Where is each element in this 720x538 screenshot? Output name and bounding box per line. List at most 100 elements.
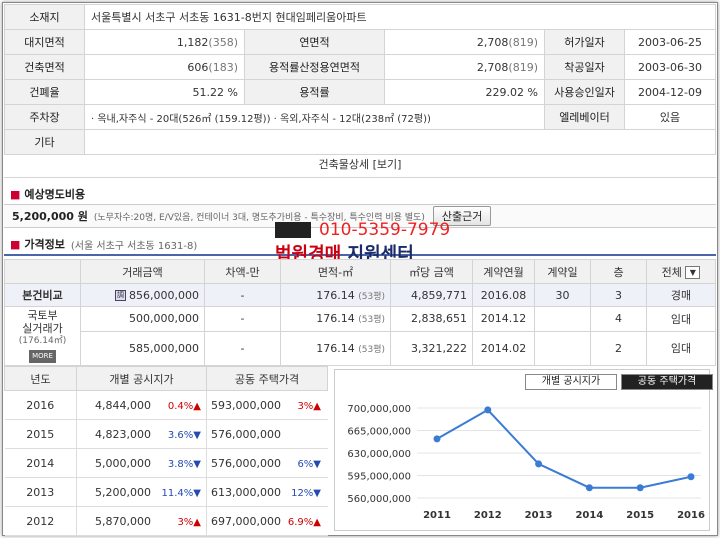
coverage-value: 51.22 % <box>84 79 245 105</box>
price-info-title: 가격정보 <box>24 238 65 251</box>
house-price-cell: 613,000,000 <box>211 485 281 499</box>
header-house-price: 공동 주택가격 <box>206 366 328 391</box>
data-point <box>433 435 441 443</box>
row-day <box>534 306 591 332</box>
row-diff: - <box>204 306 281 332</box>
row-per-m2: 2,838,651 <box>390 306 473 332</box>
calc-basis-button[interactable]: 산출근거 <box>432 206 492 226</box>
land-price-cell: 5,200,000 <box>95 485 151 499</box>
far-value: 229.02 % <box>384 79 545 105</box>
info-row-2: 건축면적 606(183) 용적률산정용연면적 2,708(819) 착공일자 … <box>4 54 716 80</box>
row-ym: 2014.12 <box>472 306 535 332</box>
table-row: 2012 5,870,000 3%▲ 697,000,000 6.9%▲ <box>4 506 328 536</box>
header-area: 면적-㎡ <box>280 259 391 284</box>
etc-value <box>84 129 716 155</box>
y-tick-label: 700,000,000 <box>347 404 411 415</box>
bullet-icon: ■ <box>10 188 21 201</box>
land-price-cell: 5,870,000 <box>95 514 151 528</box>
tab-house-price[interactable]: 공동 주택가격 <box>621 374 713 390</box>
table-row: 본건비교 調 856,000,000 - 176.14 (53평) 4,859,7… <box>4 283 716 307</box>
parking-row: 주차장 · 옥내,자주식 - 20대(526㎡ (159.12평)) · 옥외,… <box>4 104 716 130</box>
house-change: 6%▼ <box>297 458 321 470</box>
row-ym: 2014.02 <box>472 330 535 367</box>
start-date-value: 2003-06-30 <box>624 54 716 80</box>
row-diff: - <box>204 283 281 307</box>
header-diff: 차액-만 <box>204 259 281 284</box>
price-info-address: (서울 서초구 서초동 1631-8) <box>70 240 198 252</box>
row-day <box>534 330 591 367</box>
year-cell: 2012 <box>4 506 77 536</box>
info-row-3: 건폐율 51.22 % 용적률 229.02 % 사용승인일자 2004-12-… <box>4 79 716 105</box>
public-price-header: 년도 개별 공시지가 공동 주택가격 <box>4 366 328 391</box>
row-type: 경매 <box>646 283 716 307</box>
data-point <box>535 460 543 468</box>
parking-value: · 옥내,자주식 - 20대(526㎡ (159.12평)) · 옥외,자주식 … <box>84 104 545 130</box>
x-tick-label: 2011 <box>423 510 451 521</box>
public-price-table: 년도 개별 공시지가 공동 주택가격 2016 4,844,000 0.4%▲ 593… <box>4 366 328 536</box>
data-point <box>636 484 644 492</box>
nearby-label-1: 국토부 <box>27 309 58 322</box>
start-date-label: 착공일자 <box>544 54 625 80</box>
series-line <box>436 408 692 489</box>
watermark-phone: 010-5359-7979 <box>319 220 451 240</box>
table-row: 2015 4,823,000 3.6%▼ 576,000,000 <box>4 419 328 449</box>
header-ym: 계약연월 <box>472 259 535 284</box>
house-price-cell: 576,000,000 <box>211 456 281 470</box>
row-pyeong: (53평) <box>358 315 385 326</box>
row-floor: 4 <box>590 306 647 332</box>
chevron-down-icon: ▼ <box>685 266 701 279</box>
price-table: 거래금액 차액-만 면적-㎡ ㎡당 금액 계약연월 계약일 층 전체 ▼ 본건비… <box>4 259 716 367</box>
address-label: 소재지 <box>4 4 85 30</box>
y-tick-label: 630,000,000 <box>347 449 411 460</box>
building-area-pyeong: (183) <box>208 60 238 74</box>
table-row: 국토부 실거래가 (176.14㎡) MORE 500,000,000 - 17… <box>4 306 716 366</box>
row-area: 176.14 <box>316 288 355 302</box>
land-change: 3.8%▼ <box>167 458 201 470</box>
site-area-value: 1,182 <box>176 35 209 49</box>
type-select-value: 전체 <box>661 265 682 279</box>
land-price-cell: 4,844,000 <box>95 398 151 412</box>
price-chart: 개별 공시지가 공동 주택가격 700,000,000 665,000,000 63… <box>334 369 713 531</box>
far-area-label: 용적률산정용연면적 <box>244 54 385 80</box>
etc-row: 기타 <box>4 129 716 155</box>
land-change: 11.4%▼ <box>161 487 201 499</box>
row-ym: 2016.08 <box>472 283 535 307</box>
tab-land-price[interactable]: 개별 공시지가 <box>525 374 617 390</box>
type-select[interactable]: 전체 ▼ <box>646 259 716 284</box>
row-area: 176.14 <box>316 341 355 355</box>
more-button[interactable]: MORE <box>29 350 56 363</box>
x-tick-label: 2012 <box>474 510 502 521</box>
site-area-pyeong: (358) <box>208 35 238 49</box>
address-value: 서울특별시 서초구 서초동 1631-8번지 현대임페리움아파트 <box>84 4 716 30</box>
nearby-area: (176.14㎡) <box>18 336 67 346</box>
data-point <box>687 473 695 481</box>
far-area-pyeong: (819) <box>508 60 538 74</box>
etc-label: 기타 <box>4 129 85 155</box>
far-label: 용적률 <box>244 79 385 105</box>
document-icon[interactable]: 調 <box>115 290 127 301</box>
house-price-cell: 576,000,000 <box>211 427 281 441</box>
header-per-m2: ㎡당 금액 <box>390 259 473 284</box>
total-area-label: 연면적 <box>244 29 385 55</box>
nearby-label-2: 실거래가 <box>22 322 63 335</box>
approval-date-value: 2004-12-09 <box>624 79 716 105</box>
building-detail-link[interactable]: 건축물상세 [보기] <box>4 152 716 178</box>
row-area: 176.14 <box>316 312 355 326</box>
year-cell: 2015 <box>4 419 77 449</box>
bullet-icon: ■ <box>10 237 21 251</box>
row-amount: 856,000,000 <box>129 288 199 302</box>
house-price-cell: 593,000,000 <box>211 398 281 412</box>
permit-date-label: 허가일자 <box>544 29 625 55</box>
fee-amount: 5,200,000 원 <box>12 210 88 223</box>
building-area-label: 건축면적 <box>4 54 85 80</box>
elevator-value: 있음 <box>624 104 716 130</box>
land-price-cell: 4,823,000 <box>95 427 151 441</box>
row-floor: 2 <box>590 330 647 367</box>
year-cell: 2014 <box>4 448 77 478</box>
table-row: 2016 4,844,000 0.4%▲ 593,000,000 3%▲ <box>4 390 328 420</box>
permit-date-value: 2003-06-25 <box>624 29 716 55</box>
x-tick-label: 2014 <box>575 510 603 521</box>
land-change: 3.6%▼ <box>167 429 201 441</box>
data-point <box>484 406 492 414</box>
row-pyeong: (53평) <box>358 291 385 302</box>
